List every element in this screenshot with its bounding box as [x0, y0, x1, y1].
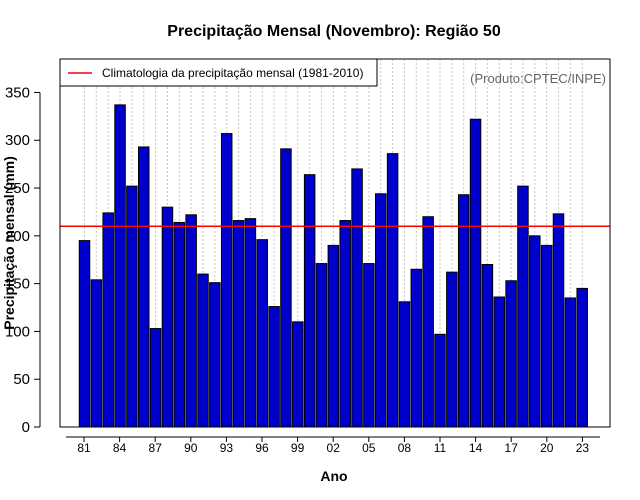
bar-1993	[220, 133, 233, 428]
bar-2020	[540, 244, 553, 428]
x-tick-label: 84	[113, 441, 127, 455]
source-note: (Produto:CPTEC/INPE)	[470, 71, 606, 86]
bar-2021	[552, 213, 565, 428]
y-tick-label: 100	[5, 323, 30, 340]
x-tick-label: 99	[291, 441, 305, 455]
bar-2018	[517, 185, 529, 428]
bar-2012	[446, 271, 458, 428]
y-tick-label: 50	[13, 371, 30, 388]
bar-1997	[268, 306, 280, 428]
y-axis-title: Precipitação mensal (mm)	[1, 156, 17, 330]
bar-2013	[457, 194, 470, 428]
bar-2000	[303, 174, 316, 428]
y-axis: 0 50 100 150 200 250 300 350	[5, 84, 41, 436]
bar-2019	[529, 235, 541, 428]
bar-2009	[410, 268, 423, 428]
bar-2002	[327, 244, 340, 428]
bar-1994	[232, 220, 245, 428]
bar-1981	[78, 240, 91, 428]
x-tick-label: 08	[398, 441, 412, 455]
bar-2010	[422, 216, 434, 428]
x-tick-label: 81	[77, 441, 91, 455]
x-tick-label: 02	[327, 441, 341, 455]
bar-2001	[315, 263, 328, 428]
bar-2015	[481, 264, 494, 428]
bar-2005	[363, 263, 375, 428]
y-tick-label: 250	[5, 180, 30, 197]
bar-1998	[280, 148, 292, 428]
y-tick-label: 300	[5, 132, 30, 149]
bar-1984	[114, 104, 126, 428]
x-tick-label: 93	[220, 441, 234, 455]
x-axis-title: Ano	[320, 468, 347, 484]
x-tick-label: 11	[434, 441, 447, 455]
bar-1986	[138, 146, 150, 428]
bar-2023	[576, 287, 588, 428]
bar-1991	[197, 273, 209, 428]
bar-2007	[386, 153, 399, 428]
bar-1996	[256, 239, 268, 428]
bar-2014	[469, 118, 482, 428]
bar-2006	[375, 193, 387, 428]
x-tick-label: 17	[505, 441, 519, 455]
chart-title: Precipitação Mensal (Novembro): Região 5…	[167, 23, 501, 40]
legend-box	[59, 58, 378, 87]
bar-1992	[209, 282, 221, 428]
bar-2017	[505, 280, 517, 428]
bar-2004	[351, 168, 363, 428]
bar-1982	[90, 279, 103, 428]
bar-2022	[564, 297, 577, 428]
bar-2011	[434, 333, 446, 428]
bar-1999	[292, 321, 304, 428]
bar-1990	[185, 214, 197, 428]
bar-1985	[126, 185, 138, 428]
legend: Climatologia da precipitação mensal (198…	[59, 58, 378, 87]
x-tick-label: 23	[576, 441, 590, 455]
bar-1995	[244, 218, 257, 428]
x-tick-label: 96	[255, 441, 269, 455]
x-axis: 81 84 87 90 93 96 99 02 05 08 11 14 17 20 23	[66, 436, 600, 455]
bar-1988	[161, 206, 174, 428]
bar-1987	[149, 328, 162, 428]
y-tick-label: 200	[5, 228, 30, 245]
x-tick-label: 87	[149, 441, 163, 455]
bar-1983	[102, 212, 114, 428]
bar-1989	[173, 221, 186, 428]
y-tick-label: 0	[22, 419, 30, 436]
y-tick-label: 350	[5, 84, 30, 101]
x-tick-label: 90	[184, 441, 198, 455]
bars	[78, 104, 588, 428]
bar-2003	[339, 220, 351, 428]
x-tick-label: 14	[469, 441, 483, 455]
bar-2008	[398, 301, 411, 428]
bar-2016	[493, 296, 505, 428]
x-tick-label: 05	[362, 441, 376, 455]
legend-label: Climatologia da precipitação mensal (198…	[102, 66, 363, 80]
x-tick-label: 20	[540, 441, 554, 455]
y-tick-label: 150	[5, 276, 30, 293]
